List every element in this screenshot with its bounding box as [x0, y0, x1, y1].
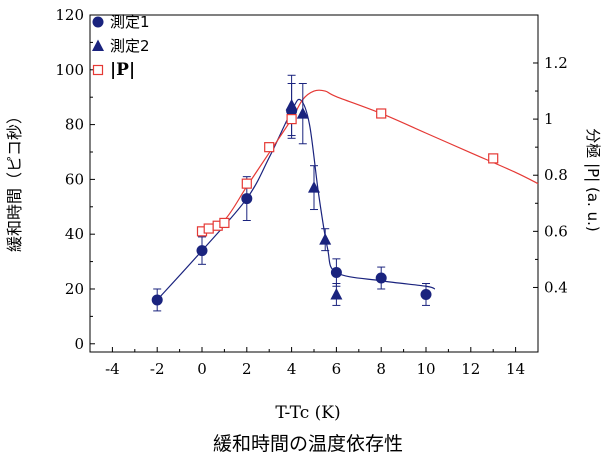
y-tick-label: 40: [65, 225, 84, 243]
y-tick-label: 60: [65, 170, 84, 188]
point-polarization: [488, 153, 499, 164]
x-tick-label: 2: [242, 360, 252, 378]
fit-line: [201, 89, 539, 232]
point-measure2: [330, 287, 343, 300]
legend-label: 測定1: [110, 13, 150, 31]
legend-marker-measure2: [92, 39, 104, 51]
y-tick-label: 100: [55, 61, 84, 79]
legend-marker-measure1: [92, 16, 104, 28]
fit-line: [156, 98, 436, 301]
y2-tick-label: 0.4: [544, 278, 568, 296]
series-lines: [156, 89, 539, 301]
point-measure2: [285, 98, 298, 111]
y-tick-label: 120: [55, 6, 84, 24]
legend-marker-polarization: [92, 64, 104, 76]
point-measure1: [151, 294, 163, 306]
x-tick-label: -2: [150, 360, 165, 378]
point-polarization: [286, 114, 297, 125]
x-axis-title: T-Tc (K): [275, 403, 340, 423]
y-axis-title: 緩和時間（ピコ秒）: [5, 108, 24, 252]
x-tick-label: 14: [506, 360, 525, 378]
x-tick-label: -4: [105, 360, 120, 378]
x-tick-label: 4: [287, 360, 297, 378]
point-measure2: [308, 181, 320, 193]
x-tick-label: 6: [332, 360, 342, 378]
axis-ticks: -4 -2 0 2 4 6 8 10 12 14 0 20 40 60 80 100 120 0.4 0.6 0.8 1…: [55, 6, 568, 378]
point-polarization: [219, 217, 230, 229]
x-tick-label: 10: [416, 360, 435, 378]
point-measure1: [330, 267, 342, 279]
y2-tick-label: 0.8: [544, 166, 568, 184]
point-polarization: [203, 223, 214, 234]
x-tick-label: 8: [376, 360, 386, 378]
point-measure1: [375, 272, 387, 284]
point-polarization: [241, 178, 252, 189]
legend-label: |P|: [110, 60, 135, 80]
point-polarization: [264, 142, 275, 153]
y2-axis-title: 分極 |P| (a. u.): [584, 128, 602, 231]
y2-tick-label: 1: [544, 110, 554, 128]
figure-caption: 緩和時間の温度依存性: [213, 433, 403, 455]
y-tick-label: 0: [74, 335, 84, 353]
legend-label: 測定2: [110, 37, 150, 55]
data-points: [151, 98, 499, 306]
y2-tick-label: 1.2: [544, 54, 568, 72]
point-measure1: [241, 193, 253, 205]
y-tick-label: 80: [65, 116, 84, 134]
point-measure1: [196, 245, 208, 257]
y2-tick-label: 0.6: [544, 222, 568, 240]
point-measure1: [420, 288, 432, 300]
point-measure2: [296, 107, 309, 119]
x-tick-label: 0: [197, 360, 207, 378]
point-polarization: [376, 108, 387, 119]
point-measure2: [319, 233, 332, 245]
x-tick-label: 12: [461, 360, 480, 378]
y-tick-label: 20: [65, 280, 84, 298]
legend: 測定1 測定2 |P|: [92, 13, 150, 80]
